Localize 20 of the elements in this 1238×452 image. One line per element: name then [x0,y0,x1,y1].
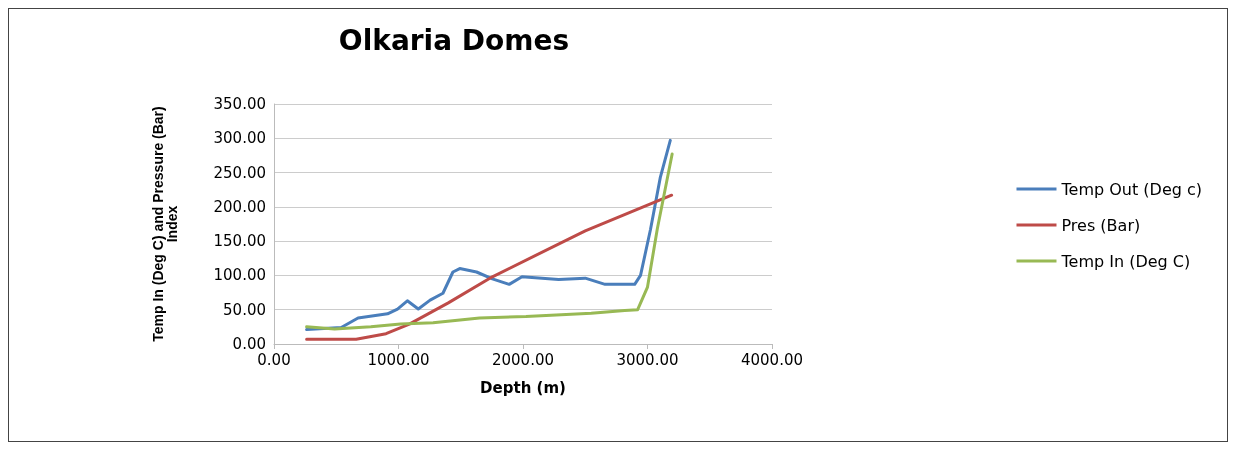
x-tick-label: 3000.00 [616,350,679,369]
y-tick-label: 350.00 [213,95,266,113]
y-tick-label: 0.00 [232,335,266,353]
x-tick-label: 2000.00 [491,350,555,369]
y-tick-label: 150.00 [213,232,266,251]
y-axis-title: Temp In (Deg C) and Pressure (Bar) Index [150,106,180,342]
legend-label: Temp Out (Deg c) [1060,179,1203,199]
legend-label: Temp In (Deg C) [1060,251,1191,271]
y-tick-label: 100.00 [213,266,266,285]
x-axis-title: Depth (m) [480,378,566,397]
x-tick-label: 1000.00 [367,350,430,369]
x-tick-label: 0.00 [257,350,291,369]
y-tick-label: 200.00 [213,197,266,216]
chart-title: Olkaria Domes [338,23,570,57]
legend-label: Pres (Bar) [1061,215,1141,235]
y-tick-label: 300.00 [213,129,266,148]
y-tick-label: 50.00 [223,300,266,319]
y-tick-label: 250.00 [213,163,266,182]
x-tick-label: 4000.00 [740,350,804,369]
line-series [305,193,674,341]
